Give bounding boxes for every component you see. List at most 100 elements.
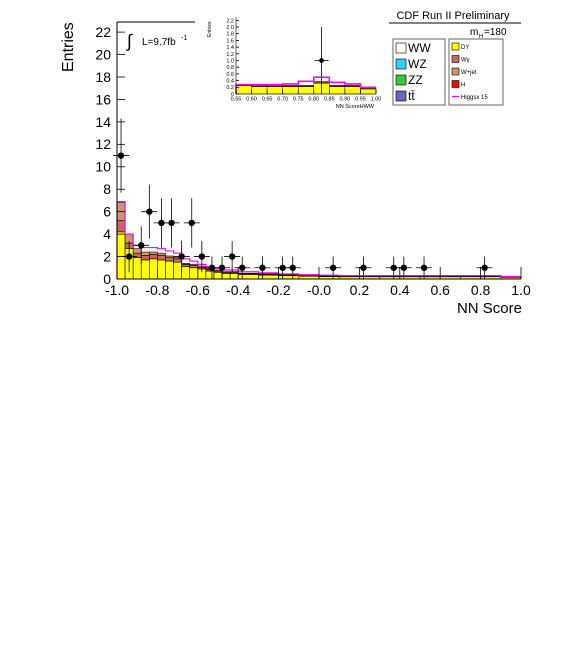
inset-bar-wjet-3 bbox=[282, 85, 299, 87]
main-data-point-12 bbox=[234, 256, 251, 279]
main-ytick-label-5: 10 bbox=[95, 159, 111, 175]
main-bar-dy-2 bbox=[132, 257, 142, 280]
legend-left-label-2: ZZ bbox=[408, 73, 423, 87]
main-ytick-label-6: 12 bbox=[95, 136, 111, 152]
inset-bar-dy-2 bbox=[266, 86, 283, 95]
main-bar-wjet-6 bbox=[165, 255, 174, 258]
main-ytick-label-0: 0 bbox=[103, 271, 111, 287]
inset-bar-dy-1 bbox=[251, 86, 268, 95]
main-bar-dy-13 bbox=[221, 273, 231, 280]
inset-ytick-label-8: 1.6 bbox=[226, 38, 234, 44]
legend-right-item-0: DY bbox=[451, 42, 469, 51]
main-bar-wjet-2 bbox=[132, 248, 142, 254]
inset-bar-dy-8 bbox=[360, 88, 377, 95]
inset-xtick-label-6: 0.85 bbox=[324, 97, 335, 103]
main-data-point-11 bbox=[224, 240, 241, 273]
main-data-point-10 bbox=[214, 256, 231, 279]
main-data-point-17 bbox=[355, 256, 372, 279]
main-xtick-label-6: 0.2 bbox=[350, 282, 370, 298]
main-bar-w-6 bbox=[165, 257, 174, 262]
legend-right-swatch-3 bbox=[451, 80, 460, 88]
inset-ytick-label-4: 0.8 bbox=[226, 65, 234, 71]
main-ytick-label-10: 20 bbox=[95, 46, 111, 62]
legend-right-swatch-2 bbox=[451, 67, 460, 76]
main-ytick-label-4: 8 bbox=[103, 181, 111, 197]
inset-xtick-label-3: 0.70 bbox=[277, 97, 288, 103]
main-bar-wjet-14 bbox=[229, 271, 239, 273]
legend-right-label-0: DY bbox=[461, 45, 469, 51]
main-plot: 0 2 4 6 8 10 12 14 16 18 20 22 -1.0 -0.8 -0.6 -0.4 -0.2… bbox=[60, 21, 531, 317]
main-xtick-label-3: -0.4 bbox=[226, 282, 250, 298]
inset-bar-wjet-6 bbox=[329, 85, 346, 87]
legend-right-item-4: Higgsx 15 bbox=[452, 95, 488, 101]
inset-bar-wjet-7 bbox=[344, 85, 361, 87]
inset-xtick-label-4: 0.75 bbox=[293, 97, 304, 103]
mass-m: m bbox=[470, 27, 478, 38]
legend-right-label-4: Higgsx 15 bbox=[461, 95, 488, 101]
main-data-point-3 bbox=[141, 184, 158, 239]
main-bar-wjet-9 bbox=[189, 264, 199, 266]
main-xtick-label-5: -0.0 bbox=[307, 282, 331, 298]
legend-left: WW WZ ZZ tt̄ bbox=[392, 38, 446, 106]
main-bar-wjet-8 bbox=[181, 262, 191, 265]
main-ytick-label-11: 22 bbox=[95, 24, 111, 40]
legend-left-label-1: WZ bbox=[408, 57, 427, 71]
plot-title: CDF Run II Preliminary bbox=[396, 10, 510, 22]
main-ytick-label-2: 4 bbox=[103, 226, 111, 242]
legend-right-item-3: H bbox=[451, 80, 465, 89]
legend-right-item-2: W+jet bbox=[451, 67, 477, 76]
legend-left-item-1: WZ bbox=[395, 57, 427, 71]
main-bar-wjet-5 bbox=[157, 252, 166, 256]
lumi-exponent: -1 bbox=[181, 35, 187, 42]
main-xtick-label-9: 0.8 bbox=[471, 282, 491, 298]
main-ytick-label-1: 2 bbox=[103, 248, 111, 264]
inset-bar-dy-0 bbox=[235, 85, 252, 95]
inset-ytick-label-3: 0.6 bbox=[226, 72, 234, 78]
inset-plot: 00.20.40.60.81.01.21.41.61.82.02.2 0.55 0… bbox=[200, 9, 385, 117]
inset-y-label: Entries bbox=[207, 21, 213, 37]
main-xtick-label-2: -0.6 bbox=[186, 282, 210, 298]
main-bar-dy-8 bbox=[181, 266, 191, 280]
main-xtick-label-4: -0.2 bbox=[267, 282, 291, 298]
main-data-point-18 bbox=[385, 256, 402, 279]
inset-xtick-label-5: 0.80 bbox=[308, 97, 319, 103]
x-axis-label: NN Score bbox=[457, 300, 522, 317]
main-xtick-label-8: 0.6 bbox=[430, 282, 450, 298]
main-bar-dy-7 bbox=[173, 261, 182, 280]
inset-xtick-label-8: 0.95 bbox=[355, 97, 366, 103]
main-bar-dy-3 bbox=[140, 259, 150, 280]
legend-left-item-2: ZZ bbox=[395, 73, 423, 87]
inset-xtick-label-7: 0.90 bbox=[340, 97, 351, 103]
main-data-point-20 bbox=[416, 256, 433, 279]
inset-ytick-label-10: 2.0 bbox=[226, 25, 234, 31]
legend-left-swatch-0 bbox=[395, 42, 407, 54]
inset-ytick-label-11: 2.2 bbox=[226, 18, 234, 24]
main-bar-dy-0 bbox=[116, 231, 126, 280]
legend-right-swatch-1 bbox=[451, 55, 460, 63]
main-bar-wjet-13 bbox=[221, 271, 231, 273]
inset-ytick-label-5: 1.0 bbox=[226, 58, 234, 64]
main-xtick-label-7: 0.4 bbox=[390, 282, 410, 298]
main-bar-w-5 bbox=[157, 255, 166, 261]
main-data-point-7 bbox=[183, 198, 200, 248]
main-bar-dy-6 bbox=[165, 260, 174, 280]
main-bar-w-4 bbox=[149, 254, 158, 260]
lumi-text: L=9.7fb bbox=[142, 37, 176, 48]
main-bar-w-9 bbox=[189, 265, 199, 269]
main-data-point-19 bbox=[395, 256, 412, 279]
mass-value: =180 bbox=[484, 27, 507, 38]
main-data-point-21 bbox=[476, 256, 493, 279]
main-bar-w-0 bbox=[116, 220, 126, 233]
legend-right-swatch-0 bbox=[451, 42, 460, 51]
main-bar-dy-16 bbox=[258, 274, 279, 280]
inset-x-label: NN ScoreHWW bbox=[336, 104, 375, 110]
main-xtick-label-10: 1.0 bbox=[511, 282, 531, 298]
main-bar-dy-9 bbox=[189, 267, 199, 280]
main-signal-line bbox=[116, 200, 521, 279]
main-bar-dy-17 bbox=[278, 275, 300, 280]
main-xtick-label-1: -0.8 bbox=[145, 282, 169, 298]
main-bar-dy-15 bbox=[237, 274, 259, 280]
main-data-point-6 bbox=[173, 240, 190, 273]
inset-ytick-label-1: 0.2 bbox=[226, 85, 234, 91]
legend-left-swatch-1 bbox=[395, 58, 407, 70]
